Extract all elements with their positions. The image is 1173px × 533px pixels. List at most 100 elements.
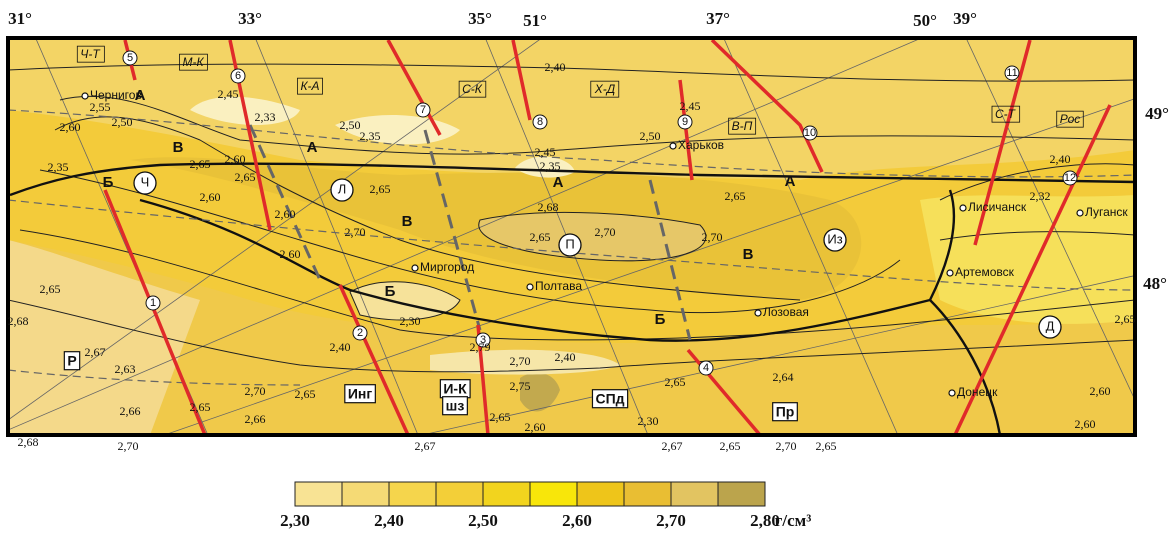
unit-label: шз (446, 398, 465, 414)
city-label: Чернигов (90, 88, 142, 102)
region-box (590, 80, 620, 98)
unit-box (772, 402, 798, 422)
legend-swatch (576, 481, 625, 507)
profile-label: 5 (127, 52, 133, 64)
legend-swatch (717, 481, 766, 507)
profile-label: 7 (420, 104, 426, 116)
contour-label: 2,65 (370, 182, 391, 196)
contour-label: 2,33 (255, 110, 276, 124)
region-box (991, 105, 1021, 123)
contour-label: 2,66 (245, 412, 266, 426)
region-label: Х-Д (594, 82, 616, 96)
contour-label: 2,70 (595, 225, 616, 239)
legend-swatch (341, 481, 390, 507)
zone-label: Б (385, 283, 396, 300)
structure-marker (330, 178, 354, 202)
contour-label: 2,45 (218, 87, 239, 101)
city-marker (959, 204, 967, 212)
contour-label: 2,60 (225, 152, 246, 166)
profile-label: 11 (1006, 67, 1017, 79)
city-marker (948, 389, 956, 397)
legend: 2,30 2,40 2,50 2,60 2,70 2,80г/см³ (280, 481, 812, 530)
contour-label: 2,70 (702, 230, 723, 244)
city-marker (526, 283, 534, 291)
contour-label: 2,70 (776, 439, 797, 453)
contour-label: 2,65 (40, 282, 61, 296)
city-marker (946, 269, 954, 277)
map-frame (6, 36, 1137, 437)
profile-marker (145, 295, 161, 311)
profile-label: 12 (1064, 172, 1076, 184)
region-label: М-К (182, 55, 204, 69)
city-marker (1076, 209, 1084, 217)
region-label: К-А (300, 79, 319, 93)
profile-marker (532, 114, 548, 130)
contour-label: 2,60 (280, 247, 301, 261)
profile-label: 6 (235, 70, 241, 82)
legend-swatch (435, 481, 484, 507)
structure-marker (133, 171, 157, 195)
region-box (728, 117, 757, 135)
contour-label: 2,60 (1090, 384, 1111, 398)
coordinate-label: 31° (8, 9, 32, 28)
contour-label: 2,30 (638, 414, 659, 428)
contour-label: 2,65 (190, 400, 211, 414)
labels: 31° 33° 35° 51° 37° 50° 39° 49° 48° Ч-Т М-К К-А С-К Х… (8, 9, 1169, 453)
contour-label: 2,67 (415, 439, 436, 453)
contour-label: 2,63 (115, 362, 136, 376)
structure-marker (1038, 315, 1062, 339)
coordinate-label: 39° (953, 9, 977, 28)
legend-tick-label: 2,50 (468, 511, 498, 530)
region-box (1056, 110, 1084, 128)
contour-label: 2,60 (525, 420, 546, 434)
profile-marker (1062, 170, 1078, 186)
contour-label: 2,65 (725, 189, 746, 203)
legend-swatch (670, 481, 719, 507)
contour-label: 2,60 (1075, 417, 1096, 431)
zone-label: В (743, 246, 754, 263)
profile-marker (802, 125, 818, 141)
profile-label: 3 (480, 334, 486, 346)
contour-label: 2,68 (18, 435, 39, 449)
contour-label: 2,70 (510, 354, 531, 368)
region-box (179, 53, 208, 71)
zone-label: А (785, 173, 796, 190)
coordinate-label: 49° (1145, 104, 1169, 123)
contour-label: 2,70 (245, 384, 266, 398)
map-fill (8, 38, 1135, 435)
contour-label: 2,40 (555, 350, 576, 364)
region-box (297, 77, 323, 95)
unit-box (442, 396, 468, 416)
legend-tick-label: 2,30 (280, 511, 310, 530)
legend-unit: г/см³ (775, 511, 812, 530)
contour-label: 2,45 (680, 99, 701, 113)
unit-box (63, 351, 81, 371)
zone-label: В (173, 139, 184, 156)
profile-label: 8 (537, 116, 543, 128)
contour-label: 2,40 (330, 340, 351, 354)
legend-swatch (482, 481, 531, 507)
contour-label: 2,68 (538, 200, 559, 214)
contour-label: 2,35 (540, 159, 561, 173)
contour-label: 2,60 (60, 120, 81, 134)
region-box (76, 45, 105, 63)
structure-label: Д (1046, 318, 1055, 333)
region-label: С-Т (995, 107, 1017, 121)
unit-label: СПд (595, 391, 624, 407)
contour-label: 2,35 (360, 129, 381, 143)
contour-label: 2,60 (275, 207, 296, 221)
unit-label: И-К (443, 381, 467, 397)
structure-marker (823, 228, 847, 252)
profile-marker (698, 360, 714, 376)
contour-label: 2,79 (470, 340, 491, 354)
unit-box (591, 389, 629, 409)
legend-tick-label: 2,60 (562, 511, 592, 530)
city-label: Луганск (1085, 205, 1128, 219)
profile-marker (230, 68, 246, 84)
unit-label: Инг (348, 386, 373, 402)
zone-label: Б (103, 174, 114, 191)
legend-tick-label: 2,40 (374, 511, 404, 530)
contour-label: 2,64 (773, 370, 794, 384)
contour-label: 2,65 (190, 157, 211, 171)
legend-swatch (623, 481, 672, 507)
